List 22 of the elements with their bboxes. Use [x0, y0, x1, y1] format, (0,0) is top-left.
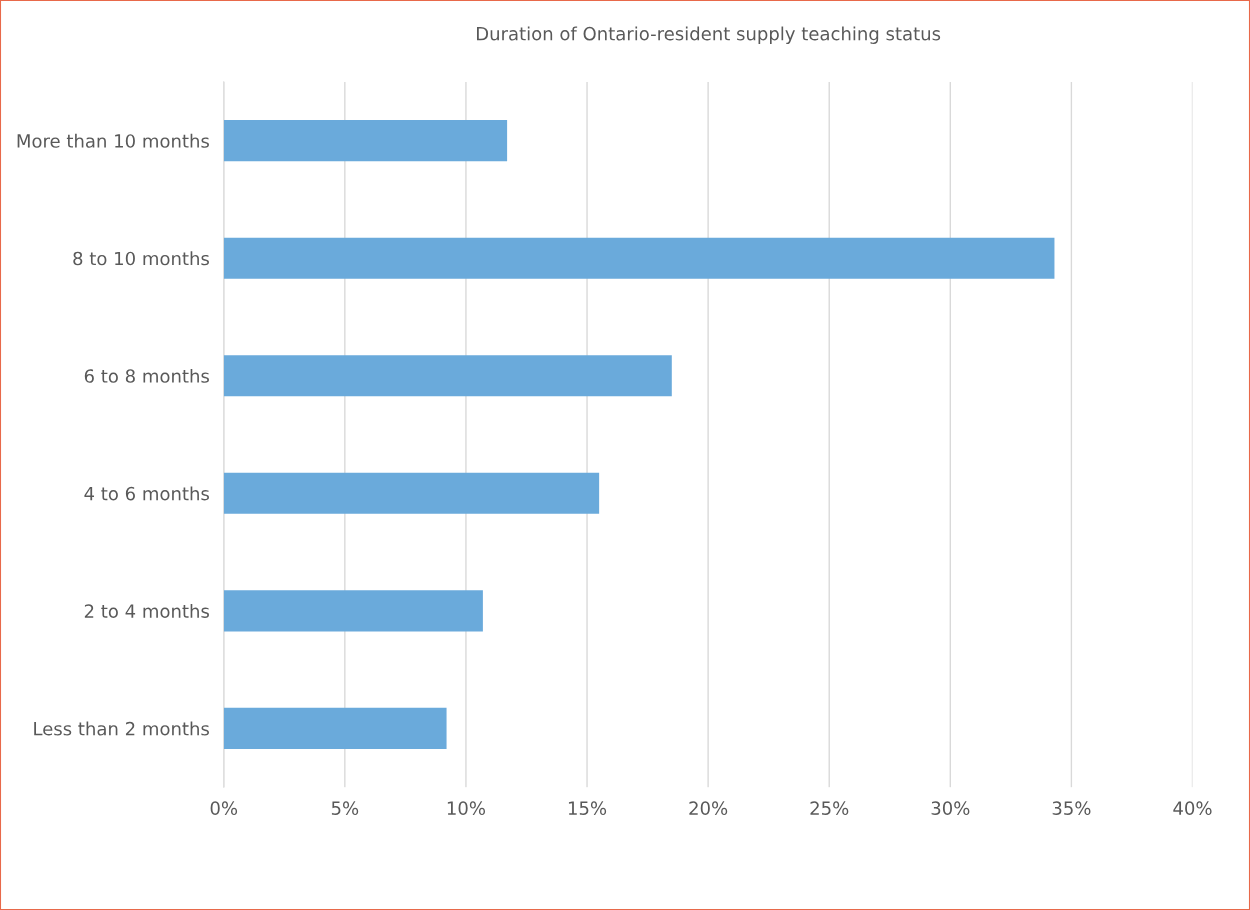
x-tick-label: 15% — [568, 801, 607, 816]
x-tick-label: 30% — [931, 801, 970, 816]
x-tick-label: 25% — [810, 801, 849, 816]
y-tick-label: 6 to 8 months — [84, 368, 209, 383]
bar — [223, 355, 672, 397]
bar — [223, 120, 508, 162]
x-tick-label: 35% — [1052, 801, 1091, 816]
x-tick-label: 10% — [447, 801, 486, 816]
chart-title: Duration of Ontario-resident supply teaching status — [477, 26, 941, 44]
x-tick-label: 0% — [210, 801, 238, 816]
x-tick-label: 40% — [1173, 801, 1212, 816]
y-tick-label: 2 to 4 months — [84, 603, 209, 618]
x-tick-label: 20% — [689, 801, 728, 816]
bar — [223, 472, 600, 514]
bar — [223, 237, 1055, 279]
y-tick-label: Less than 2 months — [34, 721, 209, 736]
x-tick-label: 5% — [331, 801, 359, 816]
y-tick-label: More than 10 months — [17, 133, 209, 148]
bar — [223, 707, 447, 749]
y-tick-label: 8 to 10 months — [73, 251, 209, 266]
bar — [223, 590, 483, 632]
y-tick-label: 4 to 6 months — [84, 486, 209, 501]
